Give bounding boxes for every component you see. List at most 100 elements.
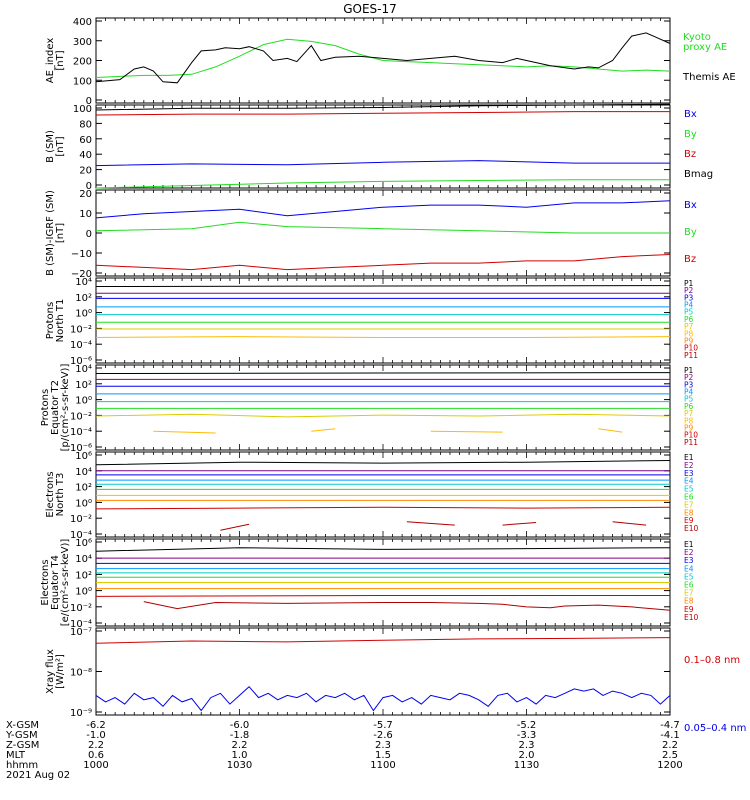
legend-entry: E8 — [684, 508, 694, 517]
legend-entry: E1 — [684, 540, 694, 549]
legend-entry: Bx — [684, 200, 697, 211]
y-tick-label: 60 — [79, 135, 92, 146]
y-tick-label: 40 — [79, 150, 92, 161]
y-tick-label: 10⁰ — [75, 498, 92, 509]
y-axis-label: [nT] — [55, 50, 66, 70]
y-tick-label: 10⁴ — [75, 364, 92, 375]
y-tick-label: 10⁻⁴ — [70, 530, 92, 541]
legend-entry: P8 — [684, 416, 694, 425]
ephemeris-value: -4.1 — [660, 730, 680, 741]
legend-entry: E5 — [684, 572, 694, 581]
ephemeris-value: 2.3 — [519, 740, 535, 751]
legend-entry: P6 — [684, 402, 694, 411]
y-tick-label: 200 — [73, 57, 92, 68]
legend-entry: By — [684, 129, 697, 140]
y-tick-label: 10⁻⁹ — [70, 708, 92, 719]
series-line-e9 — [95, 595, 670, 597]
ephemeris-value: 2.2 — [662, 740, 678, 751]
y-axis-label: [nT] — [55, 223, 66, 243]
ephemeris-label: Z-GSM — [6, 740, 39, 751]
series-line-e10 — [406, 521, 455, 526]
ephemeris-value: 2.2 — [232, 740, 248, 751]
legend-entry: E7 — [684, 589, 694, 598]
legend-entry: P5 — [684, 395, 694, 404]
legend-entry: P9 — [684, 423, 694, 432]
ephemeris-value: -4.7 — [660, 720, 680, 731]
legend-entry: P10 — [684, 344, 698, 353]
series-line-e1 — [95, 547, 671, 552]
series-line-0-1-0-8-nm — [95, 637, 671, 644]
y-tick-label: 20 — [79, 189, 92, 200]
y-tick-label: 10⁻² — [70, 411, 92, 422]
y-tick-label: 10⁻⁸ — [70, 668, 92, 679]
legend-entry: P3 — [684, 293, 694, 302]
y-tick-label: −20 — [71, 269, 92, 280]
y-tick-label: 10⁻⁷ — [70, 627, 92, 638]
y-axis-label: [e/(cm²-s-sr-keV)] — [60, 539, 71, 627]
legend-entry: E1 — [684, 453, 694, 462]
series-line-e10 — [612, 521, 647, 526]
series-line-p1 — [95, 285, 671, 287]
ephemeris-value: 0.6 — [88, 750, 104, 761]
y-tick-label: 20 — [79, 166, 92, 177]
legend-entry: E10 — [684, 613, 699, 622]
series-line-p8 — [311, 428, 336, 432]
y-axis-label: Xray flux — [45, 649, 56, 694]
legend-entry: E9 — [684, 605, 694, 614]
series-line-0-05-0-4-nm — [95, 685, 671, 712]
y-tick-label: 10⁻⁴ — [70, 340, 92, 351]
ephemeris-value: 1030 — [227, 760, 252, 771]
y-tick-label: 0 — [86, 229, 92, 240]
legend-entry: P7 — [684, 322, 694, 331]
legend-entry: E4 — [684, 477, 694, 486]
y-axis-label: Electrons — [45, 471, 56, 517]
ephemeris-value: -2.6 — [373, 730, 393, 741]
y-tick-label: 10⁴ — [75, 277, 92, 288]
y-tick-label: 10⁻² — [70, 514, 92, 525]
ephemeris-value: 1200 — [657, 760, 682, 771]
ephemeris-label: hhmm — [6, 760, 38, 771]
ephemeris-value: 1.0 — [232, 750, 248, 761]
panel-frame — [95, 104, 671, 189]
legend-entry: P8 — [684, 329, 694, 338]
legend-entry: E4 — [684, 564, 694, 573]
ephemeris-value: -5.7 — [373, 720, 393, 731]
series-line-bx — [95, 160, 670, 167]
y-tick-label: 10² — [75, 483, 92, 494]
series-line-e10 — [220, 523, 250, 531]
series-line-e10 — [502, 522, 537, 526]
y-tick-label: −10 — [71, 249, 92, 260]
y-axis-label: Electrons — [40, 559, 51, 605]
legend-entry: P11 — [684, 351, 698, 360]
legend-entry: E3 — [684, 469, 694, 478]
y-axis-label: North T3 — [55, 473, 66, 517]
legend-entry: Bmag — [684, 169, 713, 180]
legend-entry: E2 — [684, 548, 694, 557]
y-tick-label: 10⁻⁶ — [70, 356, 92, 367]
y-tick-label: 10² — [75, 380, 92, 391]
y-axis-label: [p/(cm²-s-sr-keV)] — [60, 364, 71, 452]
legend-entry: proxy AE — [683, 42, 727, 53]
y-tick-label: 10⁰ — [75, 309, 92, 320]
legend-entry: E7 — [684, 500, 694, 509]
ephemeris-value: -6.0 — [230, 720, 250, 731]
legend-entry: P2 — [684, 373, 694, 382]
ephemeris-value: -5.2 — [517, 720, 537, 731]
ephemeris-value: 1000 — [83, 760, 108, 771]
legend-entry: E10 — [684, 524, 699, 533]
series-line-kyoto-proxy-ae — [95, 38, 671, 78]
y-tick-label: 10⁻² — [70, 603, 92, 614]
y-tick-label: 10² — [75, 293, 92, 304]
legend-entry: P1 — [684, 366, 694, 375]
series-line-themis-ae — [95, 32, 671, 84]
series-line-bx — [95, 200, 671, 219]
series-line-p8 — [598, 428, 623, 433]
y-tick-label: 10 — [79, 209, 92, 220]
series-line-p8 — [95, 336, 671, 338]
series-line-p7 — [95, 413, 671, 418]
y-tick-label: 10⁶ — [75, 538, 92, 549]
series-line-by — [95, 179, 670, 189]
y-tick-label: 0 — [86, 96, 92, 107]
